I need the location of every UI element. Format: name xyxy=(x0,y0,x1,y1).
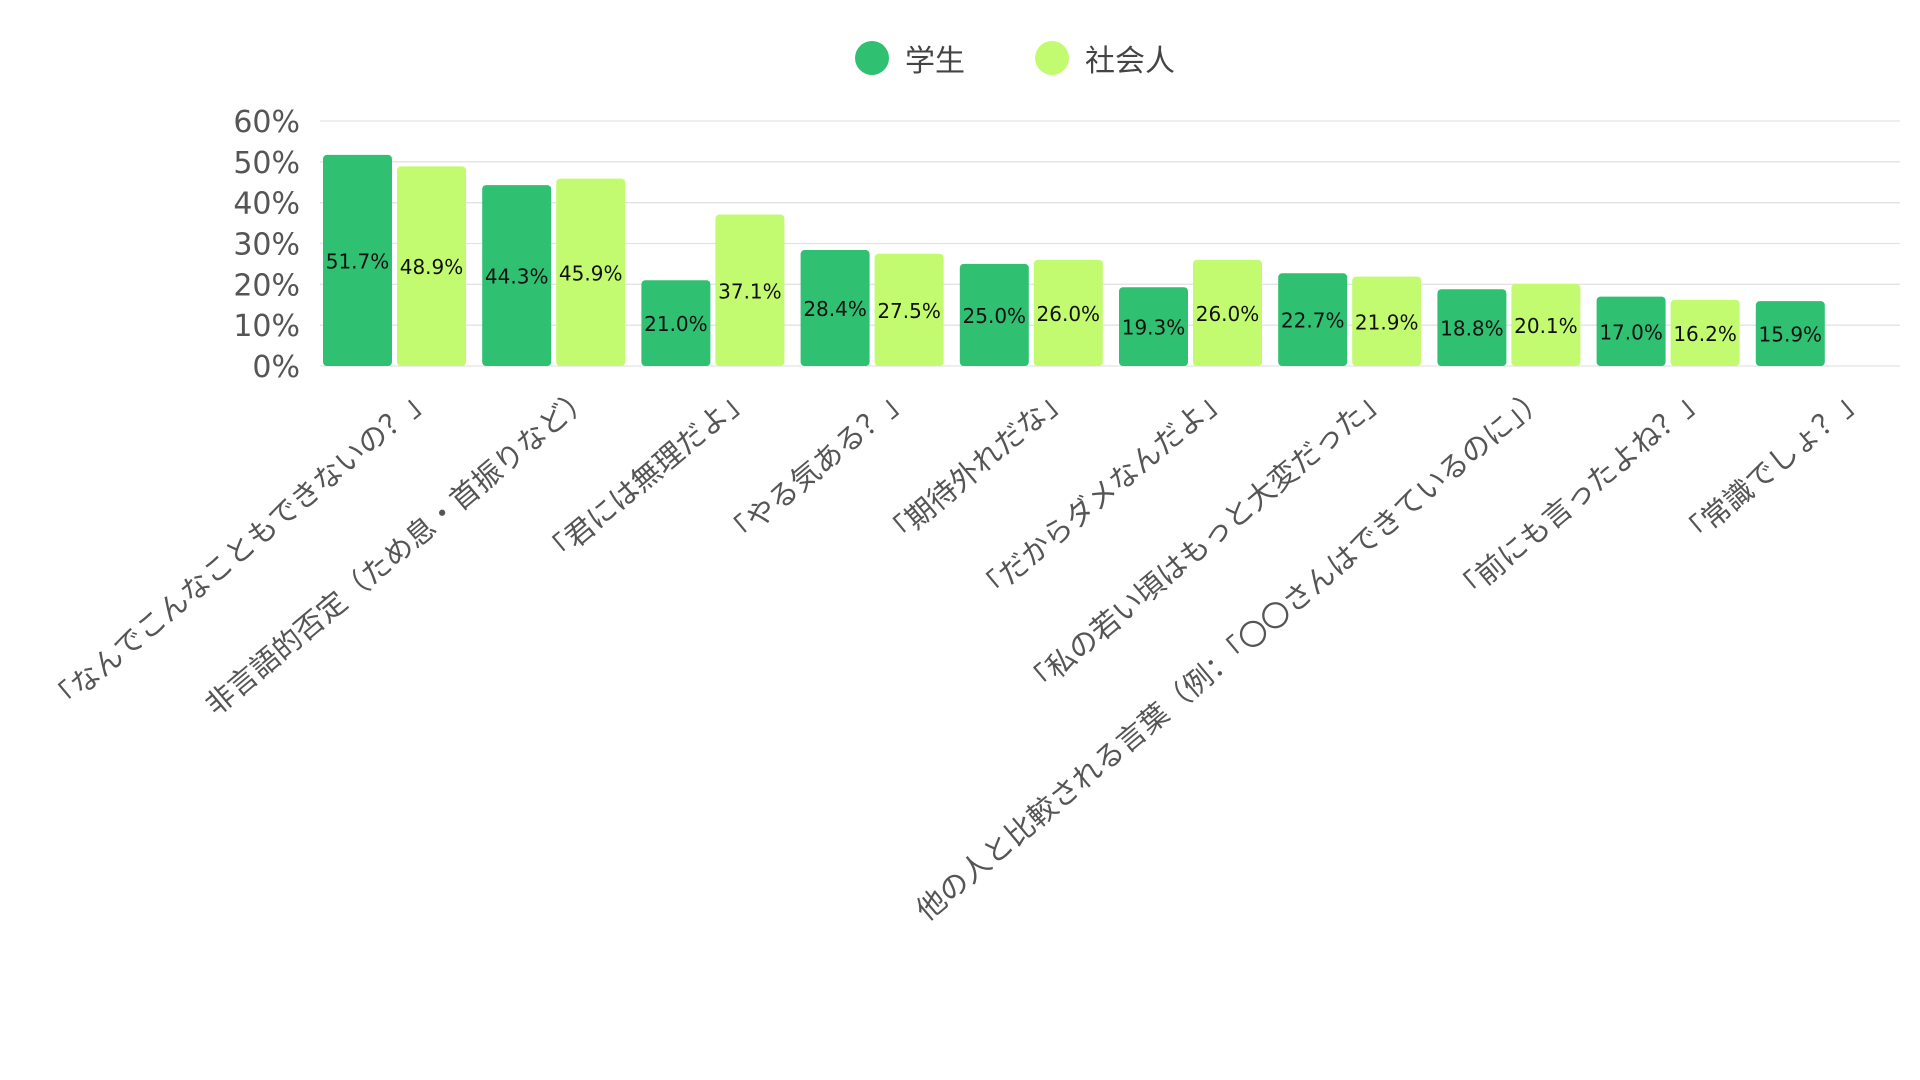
data-label: 18.8% xyxy=(1440,317,1504,341)
data-label: 25.0% xyxy=(963,304,1027,328)
bars xyxy=(323,154,1825,366)
bar-working-adults[interactable] xyxy=(1033,259,1103,366)
data-label: 26.0% xyxy=(1037,302,1101,326)
bar-students[interactable] xyxy=(1755,301,1825,366)
x-tick-label: 「前にも言ったよね？」 xyxy=(1446,379,1712,610)
data-label: 44.3% xyxy=(485,265,549,289)
bar-working-adults[interactable] xyxy=(1670,299,1740,366)
legend-label-students: 学生 xyxy=(905,44,965,79)
y-tick-label: 60% xyxy=(233,105,300,140)
y-tick-label: 0% xyxy=(252,350,300,385)
data-label: 21.9% xyxy=(1355,310,1419,334)
bar-working-adults[interactable] xyxy=(715,214,785,366)
bar-students[interactable] xyxy=(323,154,392,366)
y-axis: 0% 10% 20% 30% 40% 50% 60% xyxy=(233,105,300,385)
bar-students[interactable] xyxy=(1437,289,1507,366)
data-label: 28.4% xyxy=(803,297,867,321)
data-label: 48.9% xyxy=(400,255,464,279)
data-label: 17.0% xyxy=(1599,320,1663,344)
bar-working-adults[interactable] xyxy=(1193,259,1262,366)
bar-working-adults[interactable] xyxy=(397,166,466,366)
data-label: 19.3% xyxy=(1122,316,1186,340)
y-tick-label: 40% xyxy=(233,187,300,222)
data-label: 45.9% xyxy=(559,261,623,285)
legend-swatch-students xyxy=(855,41,889,75)
bar-students[interactable] xyxy=(641,280,711,366)
bar-students[interactable] xyxy=(1596,296,1666,366)
data-label: 37.1% xyxy=(718,279,782,303)
data-label: 27.5% xyxy=(877,299,941,323)
y-tick-label: 10% xyxy=(233,309,300,344)
legend-swatch-working-adults xyxy=(1035,41,1069,75)
x-axis: 「なんでこんなこともできないの？」非言語的否定（ため息・首振りなど）「君には無理… xyxy=(41,379,1871,927)
bar-students[interactable] xyxy=(959,263,1029,366)
legend-item-students[interactable]: 学生 xyxy=(855,36,965,80)
y-tick-label: 50% xyxy=(233,146,300,181)
y-tick-label: 20% xyxy=(233,268,300,303)
bar-working-adults[interactable] xyxy=(874,253,944,366)
data-label: 21.0% xyxy=(644,312,708,336)
bar-working-adults[interactable] xyxy=(1511,283,1581,366)
bar-working-adults[interactable] xyxy=(1352,276,1422,366)
data-label: 20.1% xyxy=(1514,314,1578,338)
data-label: 26.0% xyxy=(1196,302,1260,326)
data-label: 15.9% xyxy=(1759,323,1823,347)
bar-students[interactable] xyxy=(1119,287,1188,366)
data-label: 51.7% xyxy=(326,249,390,273)
legend: 学生 社会人 xyxy=(0,36,1920,80)
data-label: 16.2% xyxy=(1673,322,1737,346)
x-tick-label: 「だからダメなんだよ」 xyxy=(969,379,1235,610)
data-label: 22.7% xyxy=(1281,309,1345,333)
bar-working-adults[interactable] xyxy=(556,178,626,366)
legend-item-working-adults[interactable]: 社会人 xyxy=(1035,36,1175,80)
bar-students[interactable] xyxy=(482,185,552,366)
data-labels: 51.7% 48.9% 44.3% 45.9% 21.0% 37.1% 28.4% 27.5%… xyxy=(326,249,1822,346)
bar-students[interactable] xyxy=(800,250,870,366)
legend-label-working-adults: 社会人 xyxy=(1085,44,1175,79)
bar-students[interactable] xyxy=(1278,273,1348,366)
y-tick-label: 30% xyxy=(233,228,300,263)
